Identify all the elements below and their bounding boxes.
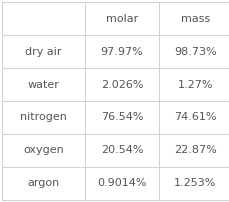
Text: argon: argon — [27, 179, 60, 188]
Text: oxygen: oxygen — [23, 145, 64, 156]
Text: 20.54%: 20.54% — [100, 145, 142, 156]
Text: 76.54%: 76.54% — [100, 113, 142, 122]
Text: 98.73%: 98.73% — [173, 46, 216, 57]
Text: 2.026%: 2.026% — [100, 80, 142, 89]
Text: molar: molar — [105, 14, 137, 23]
Text: water: water — [28, 80, 59, 89]
Text: 1.253%: 1.253% — [174, 179, 216, 188]
Text: 97.97%: 97.97% — [100, 46, 143, 57]
Text: 22.87%: 22.87% — [173, 145, 216, 156]
Text: dry air: dry air — [25, 46, 62, 57]
Text: 0.9014%: 0.9014% — [97, 179, 146, 188]
Text: 74.61%: 74.61% — [174, 113, 216, 122]
Text: nitrogen: nitrogen — [20, 113, 67, 122]
Text: mass: mass — [180, 14, 209, 23]
Text: 1.27%: 1.27% — [177, 80, 212, 89]
